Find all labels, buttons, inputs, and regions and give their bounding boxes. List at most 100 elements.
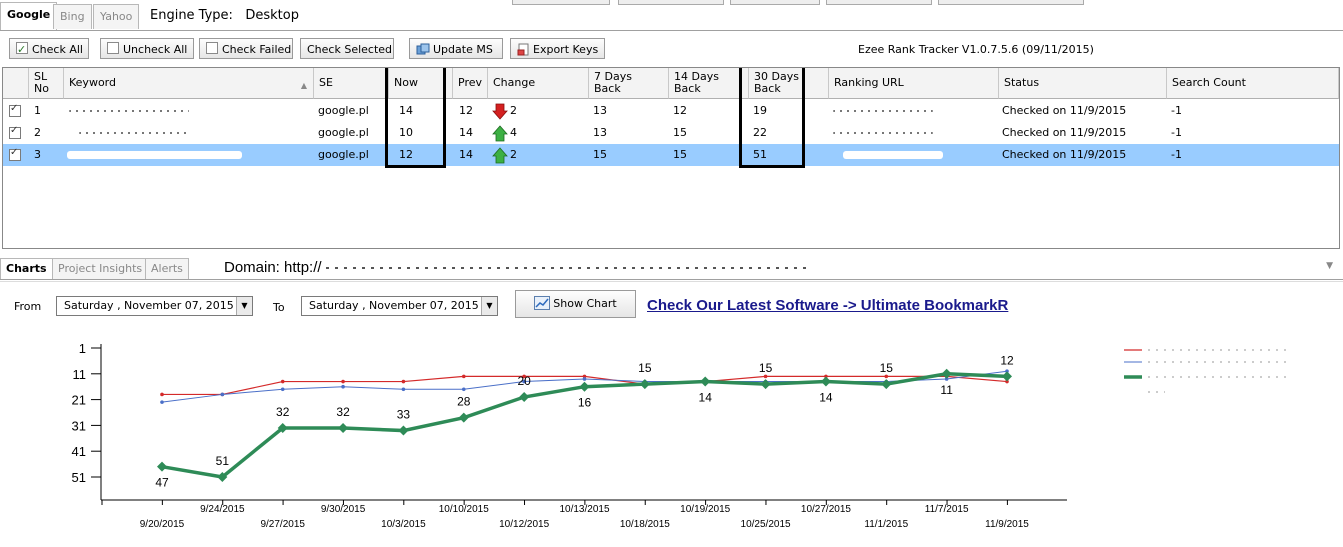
check-selected-label: Check Selected [307,43,393,56]
x-tick-label: 10/19/2015 [680,504,730,515]
tab-alerts[interactable]: Alerts [145,258,189,279]
series-point [458,412,469,423]
series-point [398,425,409,436]
dropdown-arrow-icon[interactable]: ▼ [481,297,497,315]
data-label: 11 [940,383,953,397]
header-30-days-line2: Back [754,82,781,95]
cell-14-days: 12 [673,104,687,117]
y-tick-label: 31 [72,418,86,433]
x-tick-label: 10/25/2015 [741,519,791,530]
uncheck-all-button[interactable]: Uncheck All [100,38,194,59]
data-label: 16 [578,396,592,410]
promo-link[interactable]: Check Our Latest Software -> Ultimate Bo… [647,297,1009,314]
check-failed-button[interactable]: Check Failed [199,38,293,59]
update-ms-button[interactable]: Update MS [409,38,503,59]
header-14-days-line2: Back [674,82,701,95]
tab-charts[interactable]: Charts [0,258,53,279]
rank-history-chart: 111213141519/20/20159/24/20159/27/20159/… [72,341,1290,530]
export-keys-button[interactable]: Export Keys [510,38,605,59]
tab-project-insights[interactable]: Project Insights [52,258,149,279]
show-chart-button[interactable]: Show Chart [515,290,636,318]
keyword-grid: SL No Keyword ▲ SE Now Prev Change 7 Days B… [2,67,1340,249]
tab-google[interactable]: Google [0,2,58,30]
collapse-arrow-icon[interactable]: ▼ [1326,261,1333,271]
checkbox-checked-icon [16,39,28,60]
header-ranking-url[interactable]: Ranking URL [829,68,999,99]
cell-se: google.pl [318,148,369,161]
top-toolbar-button[interactable] [826,0,932,5]
tab-bing[interactable]: Bing [53,4,92,29]
engine-type: Engine Type: Desktop [150,8,299,23]
top-toolbar-button[interactable] [938,0,1084,5]
row-checkbox[interactable] [9,103,21,117]
data-label: 12 [1000,353,1014,367]
cell-30-days: 22 [753,126,767,139]
checkbox-empty-icon [107,42,119,54]
engine-tab-strip: Google Bing Yahoo [0,0,1343,31]
header-sl-no[interactable]: SL No [29,68,64,99]
header-prev[interactable]: Prev [453,68,488,99]
cell-se: google.pl [318,126,369,139]
header-search-count[interactable]: Search Count [1167,68,1339,99]
header-30-days[interactable]: 30 Days Back [749,68,829,99]
redacted-keyword [69,110,189,112]
to-label: To [273,301,285,314]
series-point [338,422,349,433]
update-ms-label: Update MS [433,43,493,56]
chart-icon [534,296,551,310]
data-label: 20 [517,374,531,388]
header-7-days[interactable]: 7 Days Back [589,68,669,99]
header-now[interactable]: Now [389,68,453,99]
header-se[interactable]: SE [314,68,389,99]
update-icon [416,43,430,55]
header-keyword[interactable]: Keyword ▲ [64,68,314,99]
row-checkbox[interactable] [9,147,21,161]
header-change[interactable]: Change [488,68,589,99]
to-date-picker[interactable]: Saturday , November 07, 2015 ▼ [301,296,498,316]
dropdown-arrow-icon[interactable]: ▼ [236,297,252,315]
checkbox-empty-icon [206,42,218,54]
top-toolbar-button[interactable] [730,0,820,5]
cell-prev: 12 [459,104,473,117]
redacted-domain [325,267,806,270]
table-row[interactable]: 1 google.pl 14 12 2 13 12 19 Checked on … [3,100,1339,122]
header-14-days[interactable]: 14 Days Back [669,68,749,99]
x-tick-label: 11/7/2015 [925,504,969,515]
from-date-picker[interactable]: Saturday , November 07, 2015 ▼ [56,296,253,316]
domain-label: Domain: http:// [224,259,806,276]
header-status[interactable]: Status [999,68,1167,99]
x-tick-label: 10/10/2015 [439,504,489,515]
top-toolbar-button[interactable] [512,0,610,5]
series-point [824,374,828,379]
row-checkbox[interactable] [9,125,21,139]
x-tick-label: 10/12/2015 [499,519,549,530]
data-label: 51 [216,454,230,468]
check-selected-button[interactable]: Check Selected [300,38,394,59]
series-point [522,379,526,384]
x-tick-label: 10/18/2015 [620,519,670,530]
top-toolbar-button[interactable] [618,0,724,5]
cell-status: Checked on 11/9/2015 [1002,126,1127,139]
series-point [280,387,285,392]
show-chart-label: Show Chart [553,297,617,310]
data-label: 33 [397,408,411,422]
series-point [280,379,285,384]
tab-yahoo[interactable]: Yahoo [93,4,140,29]
series-point [763,374,768,379]
table-row[interactable]: 3 google.pl 12 14 2 15 15 51 Checked on … [3,144,1339,166]
series-point [157,461,167,472]
table-row[interactable]: 2 google.pl 10 14 4 13 15 22 Checked on … [3,122,1339,144]
cell-se: google.pl [318,104,369,117]
cell-14-days: 15 [673,126,687,139]
y-tick-label: 21 [72,393,86,408]
rank-up-arrow-icon [492,147,508,164]
y-tick-label: 11 [73,367,87,382]
data-label: 14 [699,391,713,405]
header-select[interactable] [3,68,29,99]
data-label: 15 [638,361,652,375]
separator [0,281,1343,282]
y-tick-label: 1 [79,341,86,356]
series-point [820,376,831,387]
check-all-button[interactable]: Check All [9,38,89,60]
check-all-label: Check All [32,43,83,56]
